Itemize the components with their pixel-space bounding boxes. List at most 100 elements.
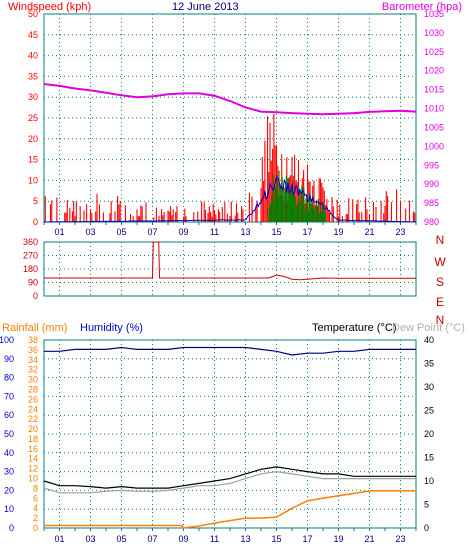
humidity-tick-label: 20 [4,485,14,495]
wind-x-tick-label: 07 [147,227,157,237]
direction-tick-label: 90 [28,278,38,288]
rainfall-axis-label: Rainfall (mm) [2,322,67,334]
wind-grid [44,14,416,222]
barometer-tick-label: 1035 [424,9,444,19]
barometer-tick-label: 1020 [424,66,444,76]
windspeed-tick-label: 15 [28,155,38,165]
barometer-tick-label: 995 [424,160,439,170]
temperature-ticks [43,528,417,531]
rainfall-tick-label: 18 [28,434,38,444]
wind-x-tick-label: 09 [178,227,188,237]
rainfall-tick-label: 14 [28,454,38,464]
wind-y-left-tick-labels: 0 5 10 15 20 25 30 35 40 45 50 [28,9,38,227]
compass-letter: N [436,313,445,327]
wind-x-tick-label: 05 [116,227,126,237]
wind-direction-line [44,241,416,281]
temperature-tick-label: 10 [424,476,434,486]
rainfall-tick-label: 22 [28,414,38,424]
rainfall-tick-label: 0 [33,523,38,533]
wind-panel: 01 03 05 07 09 11 13 15 17 19 21 23 051015202530354… [8,1,462,237]
wind-direction-series-line [44,241,416,281]
compass-letter: W [434,255,446,269]
rainfall-tick-label: 26 [28,394,38,404]
barometer-tick-label: 990 [424,179,439,189]
wind-panel-frame [43,13,417,223]
wind-direction-bars [268,170,327,222]
temperature-x-tick-label: 13 [240,534,250,544]
temperature-panel: 01 03 05 07 09 11 13 15 17 19 21 23 010203040506070… [0,322,465,544]
wind-x-tick-label: 15 [271,227,281,237]
humidity-tick-label: 70 [4,391,14,401]
humidity-tick-label: 40 [4,448,14,458]
humidity-tick-label: 100 [0,335,14,345]
temperature-tick-label: 40 [424,335,434,345]
barometer-tick-label: 980 [424,217,439,227]
rainfall-tick-label: 6 [33,493,38,503]
temperature-tick-label: 20 [424,429,434,439]
barometer-tick-label: 1015 [424,85,444,95]
wind-x-tick-label: 11 [210,227,219,237]
temperature-x-tick-label: 19 [333,534,343,544]
temperature-x-tick-label: 05 [116,534,126,544]
temperature-series-line [43,466,416,489]
barometer-line [43,83,417,116]
temperature-x-tick-label: 01 [54,534,64,544]
temperature-tick-label: 25 [424,406,434,416]
rainfall-tick-label: 34 [28,355,38,365]
direction-grid [44,242,416,296]
humidity-tick-label: 30 [4,467,14,477]
compass-letter: S [436,275,444,289]
temperature-x-tick-label: 09 [178,534,188,544]
humidity-tick-label: 0 [9,523,14,533]
wind-ticks [43,222,417,225]
barometer-tick-label: 1030 [424,28,444,38]
barometer-tick-label: 1025 [424,47,444,57]
wind-speed-series-line [44,176,416,223]
wind-speed-line [44,176,416,223]
dewpoint-axis-label: Dew Point (°C) [392,322,465,334]
barometer-axis-label: Barometer (hpa) [382,1,462,13]
windspeed-tick-label: 5 [33,196,38,206]
windspeed-tick-label: 30 [28,92,38,102]
windspeed-tick-label: 20 [28,134,38,144]
temperature-x-tick-labels: 01 03 05 07 09 11 13 15 17 19 21 23 [54,534,405,544]
direction-tick-label: 180 [23,264,38,274]
temperature-panel-frame [43,339,417,529]
rainfall-tick-label: 8 [33,483,38,493]
rainfall-tick-label: 24 [28,404,38,414]
rainfall-tick-label: 4 [33,503,38,513]
windspeed-axis-label: Windspeed (kph) [8,1,91,13]
direction-tick-label: 0 [33,291,38,301]
temperature-x-tick-label: 17 [302,534,312,544]
compass-letter: E [436,295,444,309]
direction-tick-label: 360 [23,237,38,247]
humidity-tick-label: 10 [4,504,14,514]
humidity-tick-label: 80 [4,373,14,383]
direction-y-tick-labels: 0 90 180 270 360 [23,237,38,301]
rainfall-tick-label: 16 [28,444,38,454]
humidity-tick-labels: 0 10 20 30 40 50 60 70 80 90 100 [0,335,14,533]
wind-x-tick-label: 21 [364,227,374,237]
humidity-tick-label: 90 [4,354,14,364]
temperature-x-tick-label: 03 [85,534,95,544]
humidity-tick-label: 60 [4,410,14,420]
rainfall-series-line [44,490,416,529]
temperature-axis-label: Temperature (°C) [312,322,396,334]
windspeed-tick-label: 10 [28,175,38,185]
wind-y-right-tick-labels: 980 985 990 995 1000 1005 1010 1015 1020 1025 1030… [424,9,444,227]
temperature-tick-labels: 0 5 10 15 20 25 30 35 40 [424,335,434,533]
wind-x-tick-label: 17 [302,227,312,237]
humidity-axis-label: Humidity (%) [80,322,143,334]
humidity-series-line [44,346,416,356]
temperature-tick-label: 30 [424,382,434,392]
wind-x-tick-label: 01 [54,227,64,237]
wind-x-tick-label: 19 [333,227,343,237]
compass-letter: N [436,233,445,247]
barometer-tick-label: 1010 [424,104,444,114]
barometer-tick-label: 1005 [424,122,444,132]
rainfall-tick-label: 2 [33,513,38,523]
rainfall-tick-label: 30 [28,375,38,385]
